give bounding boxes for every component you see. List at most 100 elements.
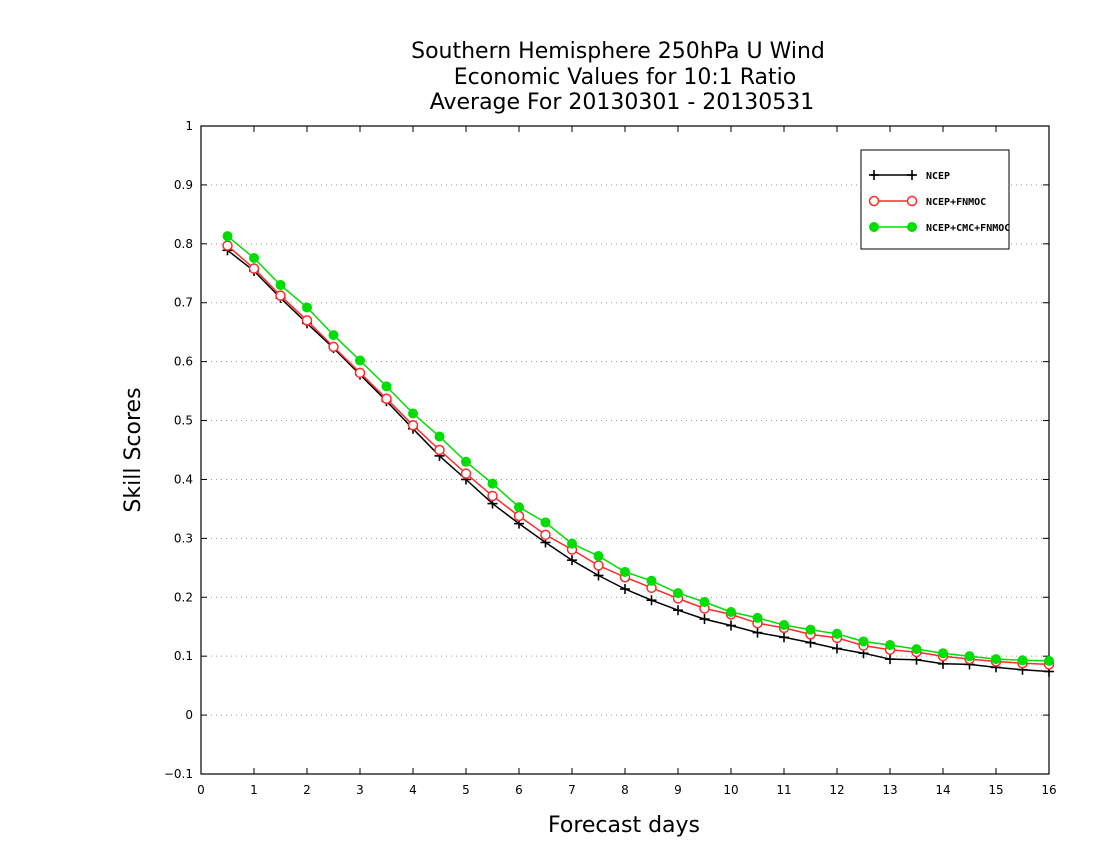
y-tick-label: 0.5: [174, 414, 193, 428]
series-line: [227, 235, 1050, 662]
gridlines: [201, 184, 1049, 716]
y-tick-label: 0.9: [174, 178, 193, 192]
data-point: [567, 555, 577, 566]
x-tick-label: 5: [462, 783, 470, 797]
data-point: [673, 605, 683, 616]
data-point: [726, 607, 736, 617]
x-tick-label: 10: [723, 783, 738, 797]
data-point: [460, 468, 472, 479]
data-point: [646, 595, 657, 606]
series-line: [227, 245, 1050, 666]
data-point: [567, 538, 577, 549]
x-tick-label: 16: [1041, 783, 1056, 797]
x-tick-label: 12: [829, 783, 844, 797]
data-point: [593, 560, 604, 571]
chart-title-line-2: Economic Values for 10:1 Ratio: [454, 65, 796, 90]
data-point: [885, 639, 895, 650]
legend-marker: [868, 195, 880, 207]
y-tick-label: 0.4: [174, 472, 193, 486]
data-point: [302, 302, 312, 313]
x-tick-label: 13: [882, 783, 897, 797]
data-point: [673, 588, 683, 599]
y-tick-label: 0.8: [174, 237, 193, 251]
legend-box: [860, 149, 1010, 250]
data-point: [699, 596, 710, 607]
data-point: [779, 619, 789, 630]
x-tick-label: 2: [303, 783, 311, 797]
data-point: [328, 330, 339, 341]
data-point: [1044, 655, 1054, 666]
data-point: [355, 355, 365, 366]
legend-marker: [906, 195, 918, 207]
x-axis-ticks: 0 1 2 3 4 5 6 7 8 9 10 11 12 13 14 15 16: [197, 126, 1057, 797]
x-tick-label: 1: [250, 783, 258, 797]
x-tick-label: 8: [621, 783, 629, 797]
series-group: [222, 240, 1055, 670]
y-axis-title: Skill Scores: [121, 387, 146, 512]
legend-label: NCEP+FNMOC: [926, 197, 986, 208]
legend-label: NCEP+CMC+FNMOC: [926, 223, 1010, 234]
data-point: [1017, 655, 1028, 666]
series-group: [222, 245, 1054, 677]
x-tick-label: 7: [568, 783, 576, 797]
chart-title-line-1: Southern Hemisphere 250hPa U Wind: [411, 39, 825, 64]
data-point: [832, 643, 842, 654]
y-tick-label: 0.7: [174, 296, 193, 310]
x-tick-label: 14: [935, 783, 950, 797]
data-point: [381, 381, 392, 392]
data-point: [328, 341, 339, 353]
data-point: [434, 444, 445, 456]
data-point: [381, 393, 392, 404]
y-tick-label: 0.1: [174, 649, 193, 663]
data-point: [991, 654, 1001, 665]
data-point: [461, 456, 471, 467]
data-point: [805, 624, 816, 635]
legend-marker: [907, 222, 917, 232]
x-tick-label: 9: [674, 783, 682, 797]
data-point: [699, 614, 710, 625]
series-group: [222, 231, 1054, 666]
data-point: [858, 636, 869, 647]
series-layer: [222, 231, 1055, 677]
data-point: [249, 252, 259, 263]
data-point: [487, 478, 498, 489]
y-tick-label: 0: [185, 708, 193, 722]
y-tick-label: 0.3: [174, 531, 193, 545]
x-tick-label: 11: [776, 783, 791, 797]
data-point: [487, 490, 498, 502]
data-point: [620, 566, 630, 577]
data-point: [964, 651, 975, 662]
x-tick-label: 4: [409, 783, 417, 797]
data-point: [752, 612, 763, 623]
y-axis-ticks: −0.1 0 0.1 0.2 0.3 0.4 0.5 0.6 0.7 0.8 0.9 1: [164, 119, 1049, 781]
y-tick-label: 0.6: [174, 355, 193, 369]
data-point: [222, 231, 233, 242]
legend: NCEP NCEP+FNMOC NCEP+CMC+FNMOC: [860, 149, 1010, 250]
data-point: [779, 632, 789, 643]
data-point: [540, 529, 551, 541]
data-point: [593, 551, 604, 562]
x-tick-label: 0: [197, 783, 205, 797]
data-point: [726, 620, 736, 631]
data-point: [911, 644, 922, 655]
x-tick-label: 15: [988, 783, 1003, 797]
data-point: [354, 367, 366, 379]
data-point: [248, 263, 260, 274]
legend-marker: [869, 222, 879, 232]
data-point: [514, 502, 524, 513]
data-point: [885, 654, 895, 665]
data-point: [407, 420, 419, 431]
x-tick-label: 3: [356, 783, 364, 797]
data-point: [301, 315, 313, 326]
y-tick-label: 0.2: [174, 590, 193, 604]
data-point: [832, 628, 842, 639]
chart-title-line-3: Average For 20130301 - 20130531: [430, 90, 815, 115]
data-point: [752, 627, 763, 638]
data-point: [222, 240, 233, 251]
data-point: [938, 648, 948, 659]
data-point: [275, 280, 286, 291]
x-tick-label: 6: [515, 783, 523, 797]
data-point: [593, 570, 604, 581]
y-tick-label: −0.1: [164, 767, 193, 781]
